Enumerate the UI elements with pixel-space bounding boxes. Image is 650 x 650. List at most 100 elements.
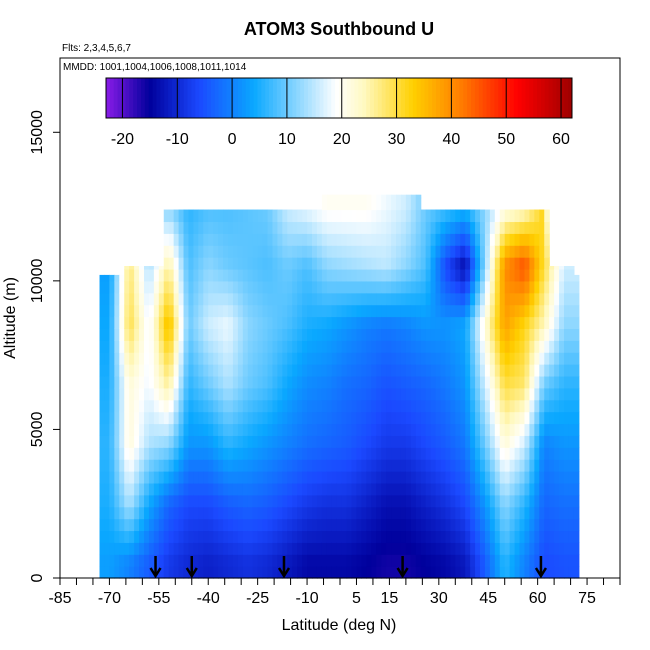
heatmap-cell: [178, 542, 185, 555]
heatmap-cell: [178, 447, 185, 460]
heatmap-cell: [475, 257, 481, 270]
heatmap-cell: [361, 423, 367, 436]
heatmap-cell: [499, 518, 506, 532]
colorbar-segment: [164, 78, 169, 118]
heatmap-cell: [351, 221, 358, 234]
heatmap-cell: [208, 530, 214, 543]
heatmap-cell: [559, 364, 565, 377]
heatmap-cell: [549, 411, 555, 425]
heatmap-cell: [455, 375, 461, 389]
heatmap-cell: [405, 447, 412, 460]
heatmap-cell: [376, 221, 382, 234]
heatmap-cell: [509, 340, 516, 353]
heatmap-cell: [400, 352, 407, 365]
heatmap-cell: [489, 245, 496, 258]
heatmap-cell: [277, 292, 283, 306]
heatmap-cell: [104, 447, 111, 460]
heatmap-cell: [564, 316, 570, 329]
heatmap-cell: [282, 542, 288, 555]
heatmap-cell: [336, 566, 343, 579]
heatmap-cell: [99, 274, 106, 282]
heatmap-cell: [321, 387, 328, 401]
heatmap-cell: [247, 352, 254, 365]
heatmap-cell: [163, 435, 170, 448]
heatmap-cell: [326, 447, 333, 460]
heatmap-cell: [223, 245, 229, 258]
heatmap-cell: [400, 447, 407, 460]
heatmap-cell: [356, 352, 363, 365]
heatmap-cell: [371, 447, 377, 460]
heatmap-cell: [549, 554, 555, 567]
heatmap-cell: [391, 304, 397, 318]
heatmap-cell: [371, 375, 377, 389]
heatmap-cell: [420, 447, 427, 460]
heatmap-cell: [554, 566, 560, 579]
heatmap-cell: [168, 482, 175, 496]
heatmap-cell: [396, 399, 402, 413]
heatmap-cell: [455, 268, 461, 282]
heatmap-cell: [430, 375, 437, 389]
colorbar-segment: [354, 78, 359, 118]
heatmap-cell: [559, 375, 565, 389]
heatmap-cell: [129, 352, 135, 365]
heatmap-cell: [139, 316, 145, 329]
heatmap-cell: [218, 447, 224, 460]
heatmap-cell: [381, 494, 387, 508]
heatmap-cell: [213, 340, 219, 353]
heatmap-cell: [386, 352, 392, 365]
heatmap-cell: [484, 566, 491, 579]
heatmap-cell: [158, 423, 165, 436]
heatmap-cell: [336, 518, 343, 532]
heatmap-cell: [514, 352, 521, 365]
heatmap-cell: [346, 375, 353, 389]
heatmap-cell: [544, 316, 550, 329]
heatmap-cell: [484, 482, 491, 496]
heatmap-cell: [435, 375, 442, 389]
heatmap-cell: [524, 506, 531, 520]
heatmap-cell: [484, 542, 491, 555]
heatmap-cell: [361, 387, 367, 401]
heatmap-cell: [183, 245, 190, 258]
heatmap-cell: [321, 221, 328, 234]
heatmap-cell: [465, 554, 471, 567]
heatmap-cell: [450, 566, 456, 579]
heatmap-cell: [257, 292, 264, 306]
colorbar-segment: [459, 78, 464, 118]
heatmap-cell: [361, 530, 367, 543]
heatmap-cell: [228, 268, 234, 282]
heatmap-cell: [242, 245, 249, 258]
heatmap-cell: [410, 197, 417, 211]
heatmap-cell: [213, 506, 219, 520]
heatmap-cell: [568, 530, 575, 543]
heatmap-cell: [257, 494, 264, 508]
heatmap-cell: [302, 542, 308, 555]
heatmap-cell: [302, 471, 308, 484]
heatmap-cell: [559, 542, 565, 555]
heatmap-cell: [494, 340, 501, 353]
heatmap-cell: [534, 566, 540, 579]
heatmap-cell: [302, 304, 308, 318]
heatmap-cell: [524, 411, 531, 425]
heatmap-cell: [129, 364, 135, 377]
heatmap-cell: [534, 387, 540, 401]
heatmap-cell: [420, 280, 427, 294]
heatmap-cell: [386, 209, 392, 223]
heatmap-cell: [316, 233, 323, 246]
heatmap-cell: [203, 233, 209, 246]
heatmap-cell: [163, 482, 170, 496]
heatmap-cell: [391, 423, 397, 436]
heatmap-cell: [549, 316, 555, 329]
heatmap-cell: [475, 554, 481, 567]
heatmap-cell: [470, 221, 476, 234]
heatmap-cell: [356, 245, 363, 258]
heatmap-cell: [178, 482, 185, 496]
heatmap-cell: [455, 530, 461, 543]
heatmap-cell: [277, 340, 283, 353]
heatmap-cell: [396, 530, 402, 543]
heatmap-cell: [544, 423, 550, 436]
heatmap-cell: [544, 268, 550, 282]
heatmap-cell: [470, 471, 476, 484]
heatmap-cell: [366, 482, 372, 496]
heatmap-cell: [391, 221, 397, 234]
heatmap-cell: [391, 411, 397, 425]
